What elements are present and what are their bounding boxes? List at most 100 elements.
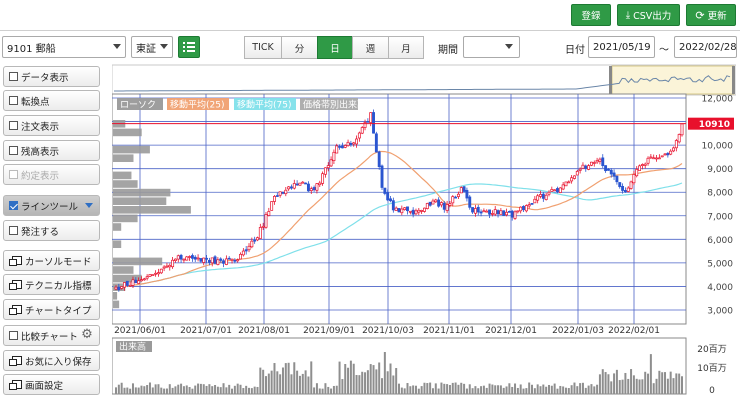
refresh-button[interactable]: ⟳ 更新 xyxy=(686,4,736,26)
y-tick-label: 5,000 xyxy=(707,259,733,269)
tab-interval-0[interactable]: TICK xyxy=(244,36,282,59)
volume-bar xyxy=(644,371,647,394)
sidebar-item-2[interactable]: 注文表示 xyxy=(3,115,100,136)
volume-bar xyxy=(533,388,536,394)
sidebar-item-11[interactable]: お気に入り保存 xyxy=(3,350,100,371)
volume-bar xyxy=(567,388,570,394)
candle-body xyxy=(128,284,132,287)
candle-body xyxy=(343,145,347,148)
register-button[interactable]: 登録 xyxy=(571,4,611,26)
candle-body xyxy=(561,184,565,190)
volume-bar xyxy=(358,375,361,394)
sidebar-item-3[interactable]: 残高表示 xyxy=(3,140,100,161)
exchange-select[interactable]: 東証 xyxy=(131,36,173,58)
volume-bar xyxy=(468,384,471,394)
symbol-select[interactable]: 9101 郵船 xyxy=(2,36,126,58)
candle-body xyxy=(148,274,152,277)
volume-bar xyxy=(545,386,548,394)
list-view-button[interactable] xyxy=(178,36,200,58)
sidebar-item-8[interactable]: テクニカル指標 xyxy=(3,274,100,295)
volume-bar xyxy=(180,383,183,394)
volume-profile-bar xyxy=(113,214,138,223)
volume-bar xyxy=(386,371,389,394)
volume-profile-bar xyxy=(113,240,122,248)
y-tick-label: 12,000 xyxy=(702,95,734,105)
sidebar-item-1[interactable]: 転換点 xyxy=(3,90,100,111)
candle-body xyxy=(485,210,489,213)
volume-bar xyxy=(188,386,191,394)
volume-bar xyxy=(647,373,650,394)
candle-body xyxy=(182,258,186,261)
volume-bar xyxy=(610,381,613,394)
x-tick-label: 2021/07/01 xyxy=(180,326,232,336)
candle-body xyxy=(366,120,370,123)
volume-bar xyxy=(550,385,553,394)
volume-bar xyxy=(335,385,338,394)
volume-bar xyxy=(120,382,123,394)
tab-interval-4[interactable]: 月 xyxy=(388,36,424,59)
candle-body xyxy=(598,158,602,162)
volume-bar xyxy=(618,380,621,394)
csv-export-button[interactable]: ⤓ CSV出力 xyxy=(617,4,680,26)
sidebar-item-9[interactable]: チャートタイプ xyxy=(3,299,100,320)
sidebar-item-label: 画面設定 xyxy=(25,380,64,392)
volume-bar xyxy=(361,371,364,394)
volume-bar xyxy=(528,382,531,394)
period-label: 期間 xyxy=(438,45,458,56)
volume-bar xyxy=(417,388,420,394)
volume-bar xyxy=(613,373,616,394)
candle-body xyxy=(621,185,625,191)
sidebar-item-label: 比較チャート xyxy=(21,331,78,343)
volume-bar xyxy=(556,388,559,394)
candle-body xyxy=(335,145,339,154)
chart-area[interactable]: 12,00011,00010,0009,0008,0007,0006,0005,… xyxy=(111,64,737,398)
volume-profile-bar xyxy=(113,266,134,274)
volume-bar xyxy=(310,361,313,394)
candle-body xyxy=(573,175,576,179)
volume-bar xyxy=(327,386,330,394)
volume-bar xyxy=(522,388,525,394)
volume-profile-bar xyxy=(113,171,132,180)
volume-bar xyxy=(505,386,508,394)
tab-label: TICK xyxy=(252,42,274,53)
candle-body xyxy=(595,160,599,163)
candle-body xyxy=(612,172,616,177)
sidebar-item-5[interactable]: ラインツール xyxy=(3,195,100,216)
legend-item: 移動平均(75) xyxy=(237,99,291,111)
price-chart[interactable]: 12,00011,00010,0009,0008,0007,0006,0005,… xyxy=(111,64,737,398)
register-label: 登録 xyxy=(581,11,601,22)
volume-bar xyxy=(131,383,134,394)
volume-bar xyxy=(211,386,214,394)
sidebar-item-6[interactable]: 発注する xyxy=(3,220,100,241)
period-select[interactable] xyxy=(463,36,520,58)
volume-bar xyxy=(148,382,151,394)
tab-interval-1[interactable]: 分 xyxy=(281,36,318,59)
volume-bar xyxy=(165,388,168,394)
volume-bar xyxy=(281,367,284,394)
volume-profile-bar xyxy=(113,257,163,266)
refresh-label: 更新 xyxy=(707,11,727,22)
volume-bar xyxy=(596,384,599,394)
sidebar-item-4[interactable]: 約定表示 xyxy=(3,164,100,185)
date-from-input[interactable]: 2021/05/19 xyxy=(588,36,655,58)
candle-body xyxy=(278,191,282,196)
volume-bar xyxy=(284,363,287,394)
gear-icon[interactable]: ⚙ xyxy=(81,327,93,342)
candle-body xyxy=(199,258,203,262)
sidebar-item-10[interactable]: 比較チャート xyxy=(3,325,100,346)
volume-bar xyxy=(378,362,381,394)
tab-interval-2[interactable]: 日 xyxy=(317,36,353,59)
sidebar-item-0[interactable]: データ表示 xyxy=(3,66,100,87)
checkbox-icon xyxy=(9,96,18,105)
tab-interval-3[interactable]: 週 xyxy=(352,36,389,59)
candle-body xyxy=(117,286,121,291)
date-to-input[interactable]: 2022/02/28 xyxy=(674,36,737,58)
volume-bar xyxy=(214,385,217,394)
volume-bar xyxy=(259,367,262,394)
sidebar-item-12[interactable]: 画面設定 xyxy=(3,374,100,395)
sidebar-item-7[interactable]: カーソルモード xyxy=(3,250,100,271)
candle-body xyxy=(239,253,242,260)
window-icon xyxy=(9,356,22,366)
volume-bar xyxy=(352,363,355,394)
volume-tick-label: 20百万 xyxy=(697,344,726,355)
